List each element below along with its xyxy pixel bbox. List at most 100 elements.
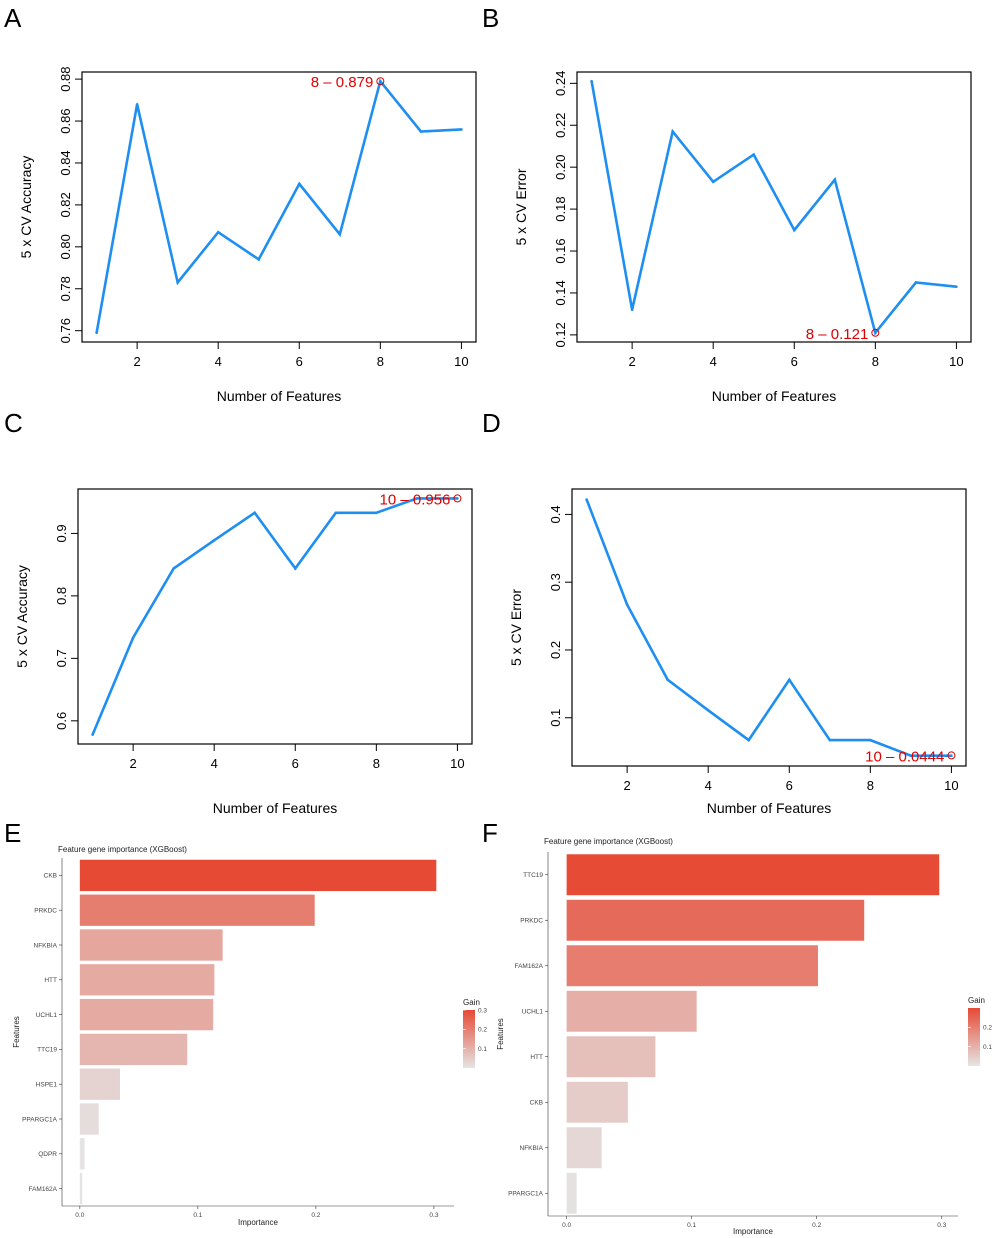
highlight-label: 8 – 0.121 (806, 326, 869, 343)
x-tick-label: 2 (624, 778, 631, 793)
y-tick-label: QDPR (38, 1151, 57, 1158)
bar (566, 1172, 577, 1214)
legend-tick-label: 0.2 (478, 1027, 487, 1034)
y-tick-label: UCHL1 (36, 1012, 58, 1019)
x-tick-label: 0.3 (429, 1212, 438, 1219)
panel-letter-c: C (4, 408, 23, 438)
y-tick-label: PRKDC (34, 908, 57, 915)
bar (79, 859, 437, 892)
x-tick-label: 0.1 (687, 1222, 696, 1229)
x-tick-label: 2 (134, 354, 141, 369)
series-line (590, 80, 957, 336)
y-tick-label: 0.18 (553, 196, 568, 221)
y-axis-title: Features (496, 1018, 505, 1050)
x-tick-label: 10 (450, 756, 464, 771)
data-point (293, 567, 297, 570)
y-tick-label: NFKBIA (520, 1145, 544, 1152)
data-point (91, 733, 94, 736)
panel-letter-d: D (482, 408, 501, 438)
bar (566, 899, 865, 941)
chart-title: Feature gene importance (XGBoost) (58, 845, 187, 854)
data-point (585, 498, 588, 501)
data-point (135, 102, 139, 106)
legend-tick-label: 0.2 (983, 1025, 992, 1032)
highlight-marker (947, 751, 956, 760)
legend-colorbar (463, 1010, 475, 1068)
x-tick-label: 8 (377, 354, 384, 369)
bar (79, 929, 223, 961)
data-point (950, 754, 953, 757)
legend-title: Gain (968, 996, 985, 1005)
highlight-marker (376, 77, 385, 86)
data-point (212, 538, 216, 542)
y-tick-label: 0.9 (54, 524, 69, 542)
y-axis-title: Features (12, 1016, 21, 1048)
bar (566, 990, 697, 1032)
x-tick-label: 4 (211, 756, 218, 771)
data-point (334, 511, 338, 515)
chart-panel-a: 2 4 6 8 10 0.76 0.78 0.80 0.82 0.84 0.86 0.88 Number… (18, 66, 477, 404)
x-tick-label: 10 (944, 778, 958, 793)
y-tick-label: PRKDC (520, 918, 543, 925)
y-tick-label: 0.3 (548, 573, 563, 591)
panel-letter-e: E (4, 818, 21, 848)
y-tick-label: FAM162A (28, 1186, 57, 1193)
highlight-label: 10 – 0.0444 (865, 748, 944, 765)
y-tick-label: TTC19 (523, 872, 543, 879)
data-point (216, 230, 220, 234)
y-tick-label: 0.82 (58, 192, 73, 217)
x-tick-label: 10 (454, 354, 468, 369)
chart-panel-d: 2 4 6 8 10 0.1 0.2 0.3 0.4 Number of Features 5 x … (508, 488, 967, 816)
data-point (666, 678, 669, 682)
x-tick-label: 0.3 (937, 1222, 946, 1229)
data-point (869, 738, 872, 742)
x-axis-title: Number of Features (712, 388, 837, 404)
panel-letter-a: A (4, 3, 22, 33)
data-point (338, 232, 342, 236)
y-tick-label: 0.88 (58, 66, 73, 91)
x-tick-label: 6 (296, 354, 303, 369)
data-point (747, 738, 751, 742)
bar (79, 1138, 85, 1170)
x-tick-label: 0.0 (75, 1212, 84, 1219)
x-axis-title: Number of Features (217, 388, 342, 404)
data-point (415, 497, 419, 500)
y-tick-label: HTT (44, 977, 57, 984)
data-point (711, 180, 715, 184)
y-axis-title: 5 x CV Accuracy (14, 565, 30, 668)
x-axis-title: Number of Features (213, 800, 338, 816)
highlight-marker (871, 328, 880, 337)
data-point (909, 754, 913, 757)
x-tick-label: 8 (867, 778, 874, 793)
y-tick-label: 0.14 (553, 280, 568, 305)
y-tick-label: 0.76 (58, 318, 73, 343)
data-point (253, 511, 257, 515)
y-axis-title: 5 x CV Error (513, 168, 529, 245)
bar (566, 1081, 628, 1123)
y-tick-label: 0.2 (548, 641, 563, 659)
legend-tick-label: 0.1 (983, 1044, 992, 1051)
y-tick-label: 0.86 (58, 108, 73, 133)
y-tick-label: TTC19 (37, 1047, 57, 1054)
chart-title: Feature gene importance (XGBoost) (544, 837, 673, 846)
y-tick-label: 0.22 (553, 113, 568, 138)
data-point (375, 511, 378, 515)
data-point (706, 708, 710, 712)
bar (79, 894, 315, 926)
data-point (456, 497, 459, 500)
bar (566, 1036, 656, 1078)
data-point (752, 153, 756, 156)
x-tick-label: 6 (292, 756, 299, 771)
x-tick-label: 4 (215, 354, 222, 369)
bar (79, 1172, 83, 1205)
x-axis-title: Number of Features (707, 800, 832, 816)
data-point (95, 331, 98, 335)
series-line (95, 78, 462, 334)
x-tick-label: 2 (130, 756, 137, 771)
data-point (131, 636, 135, 640)
bar (79, 964, 215, 996)
bar (79, 1033, 188, 1066)
y-tick-label: 0.12 (553, 322, 568, 347)
plot-frame (576, 71, 972, 343)
